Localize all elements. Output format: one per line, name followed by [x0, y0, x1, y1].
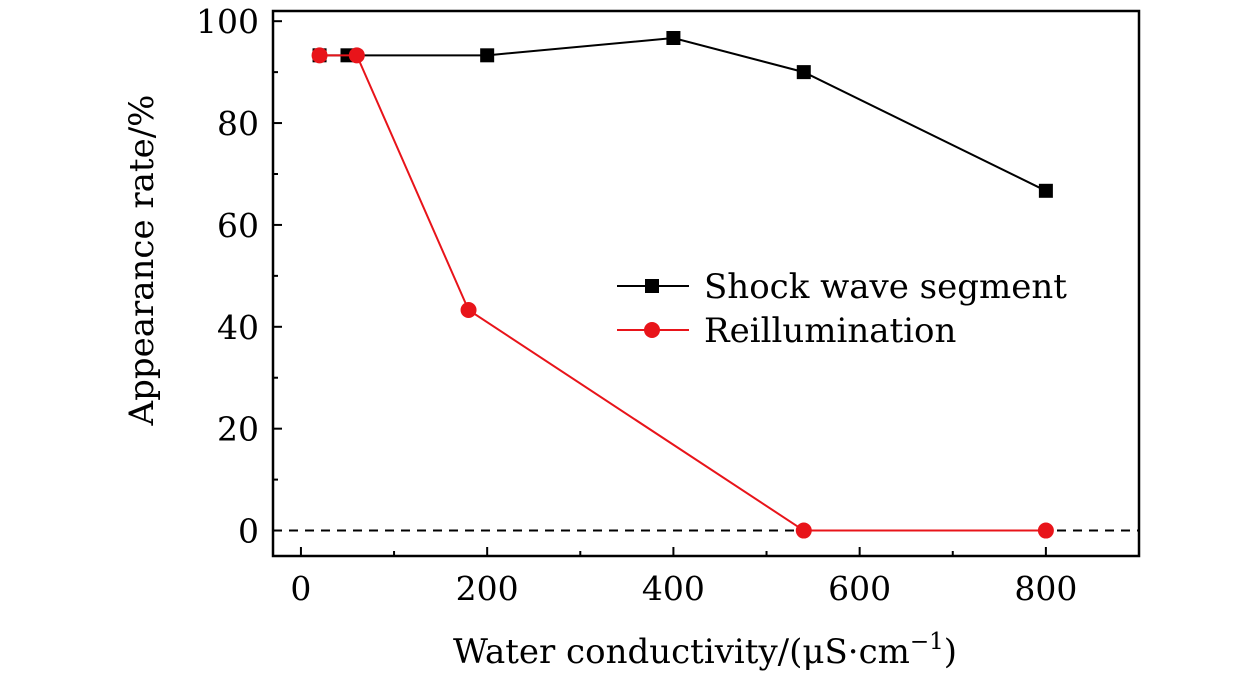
data-point-circle	[348, 47, 365, 64]
legend-label-shock-wave: Shock wave segment	[704, 267, 1067, 307]
x-tick-label: 400	[642, 569, 705, 608]
x-axis-title-close: )	[944, 632, 957, 672]
data-point-square	[796, 65, 811, 80]
x-tick-label: 600	[828, 569, 891, 608]
x-axis-ticks: 0 200 400 600 800	[290, 547, 1140, 608]
x-tick-label: 200	[456, 569, 519, 608]
y-tick-label: 60	[217, 206, 259, 245]
y-tick-label: 80	[217, 104, 259, 143]
plot-frame	[271, 9, 1141, 558]
data-point-square	[1038, 183, 1053, 198]
y-axis-title: Appearance rate/%	[122, 95, 162, 427]
legend: Shock wave segment Reillumination	[617, 267, 1067, 351]
data-point-circle	[460, 301, 477, 318]
data-point-circle	[1037, 522, 1054, 539]
series-shock-wave-segment	[312, 30, 1053, 198]
legend-marker-circle	[644, 322, 660, 338]
series-layer	[311, 30, 1054, 539]
data-point-circle	[311, 47, 328, 64]
data-point-square	[666, 30, 681, 45]
legend-label-reillumination: Reillumination	[704, 311, 956, 351]
series-line	[319, 36, 1047, 192]
data-point-circle	[795, 522, 812, 539]
data-point-square	[480, 48, 495, 63]
y-tick-label: 100	[196, 2, 259, 41]
series-reillumination	[311, 47, 1054, 539]
y-tick-label: 20	[217, 410, 259, 449]
x-axis-title-superscript: −1	[910, 629, 944, 655]
y-tick-label: 0	[238, 512, 259, 551]
x-tick-label: 0	[290, 569, 311, 608]
x-axis-title: Water conductivity/(μS·cm−1)	[453, 629, 957, 672]
x-tick-label: 800	[1014, 569, 1077, 608]
y-tick-label: 40	[217, 308, 259, 347]
y-axis-ticks: 0 20 40 60 80 100	[196, 2, 282, 551]
legend-marker-square	[645, 279, 659, 293]
